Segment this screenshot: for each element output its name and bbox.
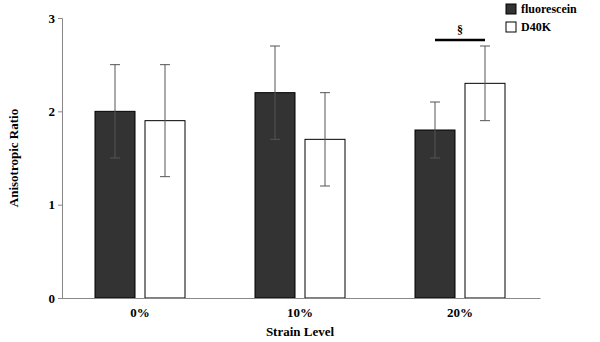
series: [95, 46, 455, 298]
error-bar: [110, 65, 120, 158]
legend-label: fluorescein: [521, 2, 577, 16]
error-line: [115, 65, 116, 158]
annotation: §: [457, 23, 463, 37]
error-bar: [270, 46, 280, 139]
legend-swatch: [506, 22, 516, 32]
plot-area: [95, 46, 505, 298]
tick: 0: [49, 291, 63, 306]
tick-label: 10%: [287, 305, 313, 320]
error-bar: [430, 102, 440, 158]
tick-label: 3: [49, 11, 56, 26]
tick: 3: [49, 11, 63, 26]
error-cap: [110, 64, 120, 65]
chart: 0 1 2 3 0% 10% 20% Strain Level Anisotropic Rati…: [0, 0, 600, 342]
x-axis-title: Strain Level: [266, 324, 335, 339]
y-axis: 0 1 2 3: [49, 11, 63, 306]
y-axis-title: Anisotropic Ratio: [6, 109, 21, 207]
tick-label: 20%: [447, 305, 473, 320]
error-bar: [160, 65, 170, 177]
error-cap: [270, 46, 280, 47]
error-line: [325, 93, 326, 186]
tick-mark: [58, 18, 62, 19]
error-cap: [160, 176, 170, 177]
error-line: [435, 102, 436, 158]
axis-line: [61, 298, 541, 299]
axis-line: [58, 19, 63, 299]
legend: fluorescein D40K: [506, 2, 577, 34]
tick-label: 1: [49, 197, 56, 212]
legend-swatch: [506, 4, 516, 14]
error-line: [275, 46, 276, 139]
error-bar: [480, 46, 490, 121]
error-cap: [320, 92, 330, 93]
error-cap: [320, 186, 330, 187]
significance-line: [435, 39, 485, 42]
error-cap: [270, 139, 280, 140]
tick: 10%: [287, 298, 313, 320]
x-axis: 0% 10% 20%: [61, 298, 541, 320]
tick: 0%: [130, 298, 150, 320]
series: [145, 46, 505, 298]
error-cap: [430, 102, 440, 103]
error-line: [485, 46, 486, 121]
tick: 20%: [447, 298, 473, 320]
legend-label: D40K: [521, 20, 552, 34]
error-cap: [480, 46, 490, 47]
error-cap: [160, 64, 170, 65]
tick-label: 0: [49, 291, 56, 306]
tick: 1: [49, 197, 63, 212]
error-bar: [320, 93, 330, 186]
error-line: [165, 65, 166, 177]
tick-label: 0%: [130, 305, 150, 320]
tick-mark: [58, 205, 62, 206]
tick-mark: [58, 111, 62, 112]
error-cap: [110, 158, 120, 159]
tick-label: 2: [49, 104, 56, 119]
tick: 2: [49, 104, 63, 119]
error-cap: [430, 158, 440, 159]
error-cap: [480, 120, 490, 121]
